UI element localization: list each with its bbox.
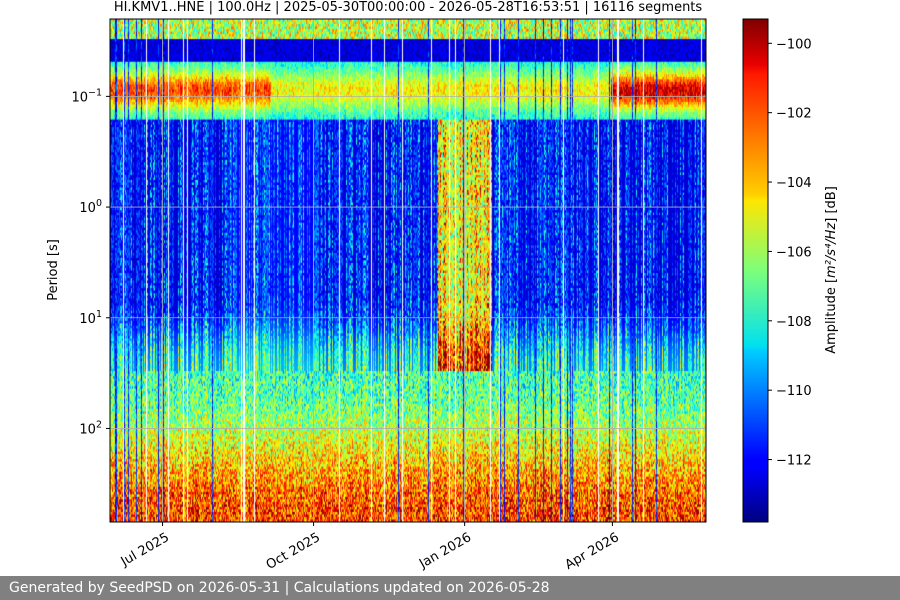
colorbar-tick-label: −104	[776, 176, 812, 191]
x-tick-label: Apr 2026	[563, 530, 622, 573]
colorbar-axis: −100 −102 −104 −106 −108 −110 −112	[768, 37, 812, 469]
colorbar-label-prefix: Amplitude [	[824, 278, 839, 354]
y-tick-exp: 0	[96, 198, 102, 209]
colorbar	[742, 18, 769, 523]
y-tick-base: 10	[79, 201, 96, 216]
chart-title: HI.KMV1..HNE | 100.0Hz | 2025-05-30T00:0…	[114, 0, 703, 15]
plot-frame	[109, 18, 707, 523]
x-tick-label: Jul 2025	[118, 530, 172, 570]
colorbar-tick-label: −108	[776, 315, 812, 330]
colorbar-tick-label: −100	[776, 37, 812, 52]
y-tick-base: 10	[79, 422, 96, 437]
colorbar-tick-label: −112	[776, 454, 812, 469]
y-tick-label: 101	[79, 309, 102, 327]
grid	[110, 19, 706, 522]
y-tick-exp: 2	[96, 419, 102, 430]
y-tick-exp: 1	[96, 309, 102, 320]
colorbar-tick-label: −106	[776, 245, 812, 260]
x-tick-label: Oct 2025	[264, 530, 323, 573]
y-tick-label: 10−1	[71, 87, 102, 105]
colorbar-label-units: m²/s⁴/Hz	[824, 222, 839, 278]
footer-bar: Generated by SeedPSD on 2026-05-31 | Cal…	[0, 576, 900, 600]
heatmap-image	[110, 19, 706, 522]
x-tick-label: Jan 2026	[416, 530, 474, 572]
y-axis-label: Period [s]	[46, 239, 61, 301]
y-tick-label: 102	[79, 419, 102, 437]
heatmap-raster	[110, 19, 706, 522]
colorbar-tick-label: −102	[776, 107, 812, 122]
x-axis: Jul 2025 Oct 2025 Jan 2026 Apr 2026	[118, 522, 622, 573]
y-tick-exp: −1	[88, 87, 102, 98]
y-tick-base: 10	[71, 90, 88, 105]
y-tick-label: 100	[79, 198, 102, 216]
y-tick-base: 10	[79, 312, 96, 327]
colorbar-tick-label: −110	[776, 384, 812, 399]
colorbar-label: Amplitude [m²/s⁴/Hz] [dB]	[824, 186, 839, 354]
colorbar-label-suffix: ] [dB]	[824, 186, 839, 223]
